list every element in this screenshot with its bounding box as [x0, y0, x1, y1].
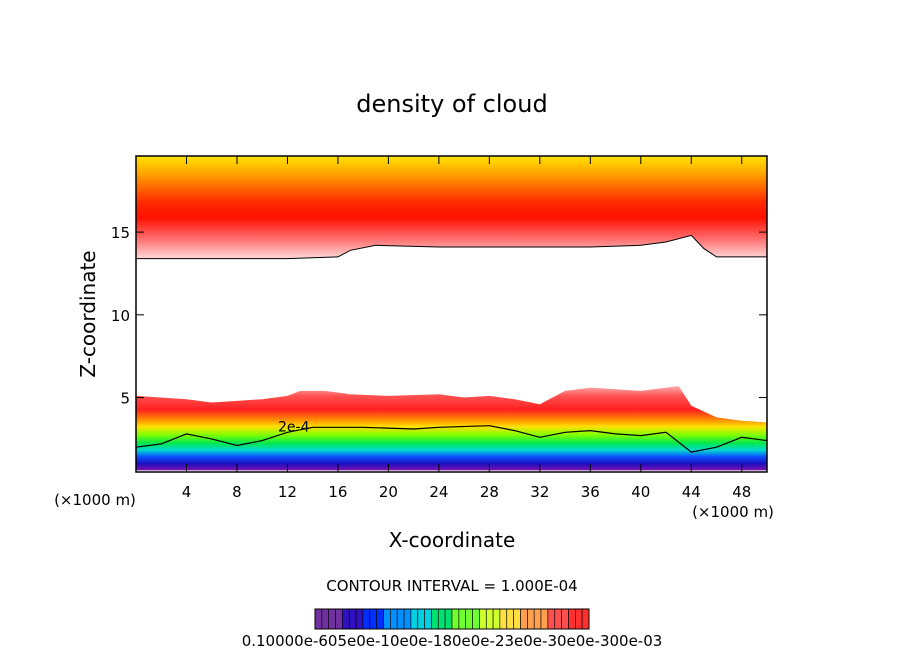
- colorbar-swatch: [314, 608, 323, 630]
- colorbar: [314, 608, 590, 630]
- colorbar-swatch: [561, 608, 569, 630]
- x-tick-label: 16: [328, 483, 347, 501]
- x-tick-label: 4: [182, 483, 192, 501]
- colorbar-swatch: [376, 608, 384, 630]
- chart-title: density of cloud: [356, 90, 547, 118]
- colorbar-swatch: [485, 608, 494, 630]
- y-tick-label: 5: [120, 390, 130, 408]
- colorbar-frame: [314, 608, 590, 630]
- x-tick-label: 12: [278, 483, 297, 501]
- x-tick-label: 48: [732, 483, 751, 501]
- colorbar-swatch: [547, 608, 556, 630]
- colorbar-swatch: [513, 608, 521, 630]
- y-axis-label: Z-coordinate: [76, 250, 100, 377]
- colorbar-swatch: [533, 608, 542, 630]
- colorbar-swatch: [472, 608, 480, 630]
- x-tick-label: 8: [232, 483, 242, 501]
- colorbar-swatch: [437, 608, 446, 630]
- contour-interval-text: CONTOUR INTERVAL = 1.000E-04: [326, 577, 577, 595]
- x-tick-label: 44: [682, 483, 701, 501]
- colorbar-swatch: [342, 608, 350, 630]
- colorbar-swatch: [362, 608, 370, 630]
- colorbar-swatch: [568, 608, 576, 630]
- x-tick-label: 36: [581, 483, 600, 501]
- x-axis: 4 8 12 16 20 24 28 32 36 40 44 48: [182, 156, 751, 501]
- colorbar-swatch: [431, 608, 439, 630]
- colorbar-swatch: [540, 608, 549, 630]
- x-tick-label: 20: [379, 483, 398, 501]
- x-axis-label: X-coordinate: [389, 528, 516, 552]
- plot-frame: [135, 155, 768, 473]
- colorbar-swatch: [383, 608, 391, 630]
- colorbar-swatch: [554, 608, 562, 630]
- colorbar-swatch: [328, 608, 336, 630]
- colorbar-swatch: [417, 608, 425, 630]
- colorbar-swatch: [335, 608, 343, 630]
- x-tick-label: 32: [530, 483, 549, 501]
- x-tick-label: 24: [429, 483, 448, 501]
- colorbar-swatch: [444, 608, 453, 630]
- colorbar-swatch: [527, 608, 535, 630]
- lower-cloud-band: [136, 386, 767, 471]
- colorbar-swatch: [574, 608, 583, 630]
- colorbar-swatch: [369, 608, 377, 630]
- plot-area: 2e-4: [136, 156, 767, 471]
- colorbar-swatch: [458, 608, 466, 630]
- colorbar-swatch: [396, 608, 405, 630]
- colorbar-swatch: [355, 608, 364, 630]
- x-unit-left: (×1000 m): [54, 491, 136, 509]
- x-unit-right: (×1000 m): [692, 503, 774, 521]
- y-axis: 5 10 15: [111, 224, 767, 408]
- colorbar-swatch: [403, 608, 412, 630]
- colorbar-swatch: [424, 608, 432, 630]
- y-tick-label: 15: [111, 224, 130, 242]
- x-tick-label: 40: [631, 483, 650, 501]
- contour-label: 2e-4: [278, 419, 310, 435]
- colorbar-swatch: [520, 608, 528, 630]
- colorbar-swatch: [410, 608, 418, 630]
- y-tick-label: 10: [111, 307, 130, 325]
- contour-2e-4-line: [136, 425, 767, 453]
- colorbar-swatch: [506, 608, 514, 630]
- colorbar-swatch: [390, 608, 398, 630]
- colorbar-swatch: [348, 608, 357, 630]
- colorbar-swatch: [492, 608, 501, 630]
- upper-cloud-base-contour: [136, 234, 767, 260]
- colorbar-swatch: [465, 608, 473, 630]
- colorbar-swatch: [581, 608, 590, 630]
- colorbar-swatch: [499, 608, 507, 630]
- colorbar-labels: 0.10000e-605e0e-10e0e-180e0e-23e0e-30e0e…: [242, 632, 663, 650]
- colorbar-swatch: [451, 608, 460, 630]
- upper-cloud-band: [136, 156, 767, 259]
- colorbar-swatch: [479, 608, 487, 630]
- colorbar-swatch: [321, 608, 329, 630]
- x-tick-label: 28: [480, 483, 499, 501]
